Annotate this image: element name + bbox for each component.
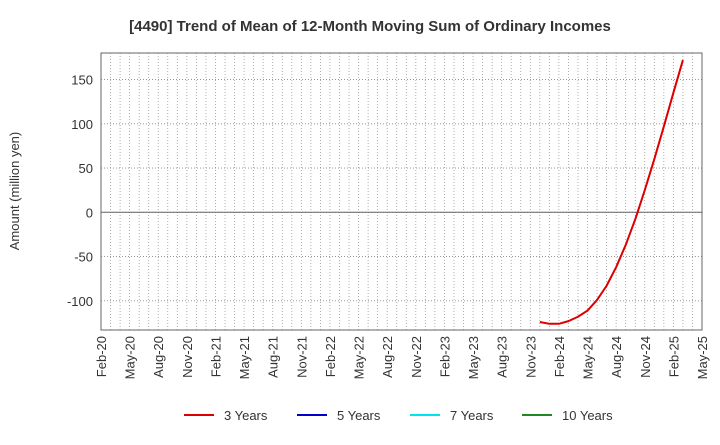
x-tick-label: Nov-23 [523, 336, 538, 378]
x-tick-label: May-24 [581, 336, 596, 379]
series-layer [539, 59, 684, 325]
x-tick-label: Aug-20 [151, 336, 166, 378]
chart-title: [4490] Trend of Mean of 12-Month Moving … [129, 18, 611, 35]
x-tick-label: May-20 [123, 336, 138, 379]
y-tick-label: -100 [67, 294, 93, 309]
x-tick-label: Nov-24 [638, 336, 653, 378]
legend-label: 3 Years [224, 408, 268, 423]
x-tick-label: Feb-22 [323, 336, 338, 377]
x-tick-label: May-23 [466, 336, 481, 379]
plot-frame [100, 52, 703, 331]
x-tick-label: Aug-24 [609, 336, 624, 378]
x-tick-label: Aug-21 [266, 336, 281, 378]
legend: 3 Years 5 Years 7 Years 10 Years [184, 408, 613, 423]
grid [100, 53, 703, 330]
x-tick-label: Nov-20 [180, 336, 195, 378]
x-tick-label: Feb-25 [666, 336, 681, 377]
x-tick-label: Feb-20 [94, 336, 109, 377]
y-tick-label: 0 [86, 205, 93, 220]
x-tick-label: Aug-23 [495, 336, 510, 378]
x-tick-label: May-21 [237, 336, 252, 379]
series-line [539, 59, 684, 325]
y-tick-label: 100 [71, 117, 93, 132]
legend-label: 7 Years [450, 408, 494, 423]
x-tick-label: Feb-21 [208, 336, 223, 377]
x-tick-label: Feb-23 [437, 336, 452, 377]
legend-label: 5 Years [337, 408, 381, 423]
y-axis-label: Amount (million yen) [7, 132, 22, 251]
y-tick-label: 150 [71, 73, 93, 88]
x-tick-label: May-25 [695, 336, 710, 379]
x-tick-label: Feb-24 [552, 336, 567, 377]
x-tick-label: Aug-22 [380, 336, 395, 378]
y-tick-label: 50 [79, 161, 93, 176]
legend-label: 10 Years [562, 408, 613, 423]
x-tick-label: Nov-22 [409, 336, 424, 378]
axes: 150 100 50 0 -50 -100 Feb-20 May-20 Aug-20 Nov-20… [67, 52, 710, 379]
y-tick-label: -50 [74, 250, 93, 265]
x-tick-label: May-22 [352, 336, 367, 379]
x-tick-label: Nov-21 [294, 336, 309, 378]
